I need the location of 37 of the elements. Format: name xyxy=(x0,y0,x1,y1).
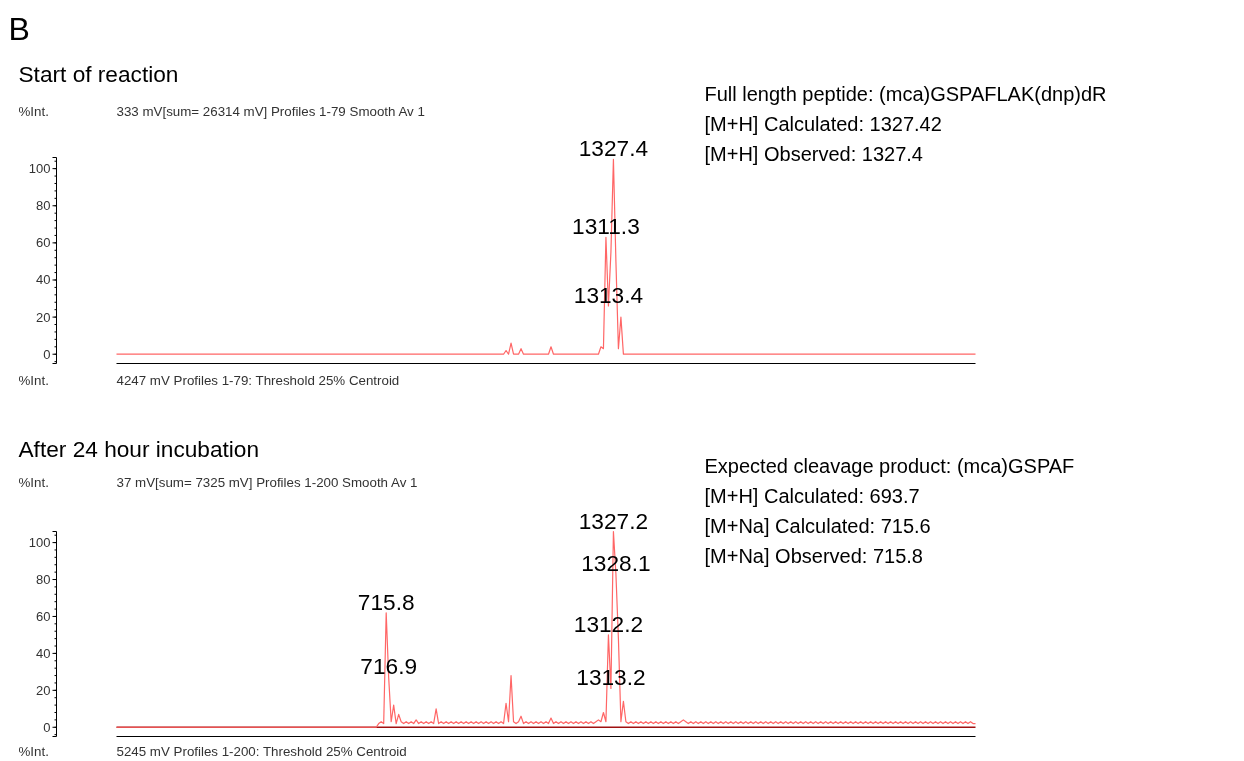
annotation: 1311.3 xyxy=(572,213,640,240)
x-axis-title: 4247 mV Profiles 1-79: Threshold 25% Centroid xyxy=(116,373,400,388)
chart-title: Start of reaction xyxy=(18,60,179,87)
y-tick-label: 80 xyxy=(36,198,51,214)
y-tick-label: 100 xyxy=(28,161,51,177)
chart-subtitle: 333 mV[sum= 26314 mV] Profiles 1-79 Smooth Av 1 xyxy=(116,104,425,119)
x-axis-title: 5245 mV Profiles 1-200: Threshold 25% Centroid xyxy=(116,744,407,759)
annotation: 1327.2 xyxy=(578,507,649,534)
y-axis-title: %Int. xyxy=(18,744,49,759)
annotation: 1328.1 xyxy=(581,549,651,576)
text: B xyxy=(8,10,30,47)
y-tick-label: 20 xyxy=(36,682,51,698)
annotation: [M+H] Observed: 1327.4 xyxy=(704,142,923,165)
annotation: [M+Na] Observed: 715.8 xyxy=(704,544,923,567)
y-tick-label: 40 xyxy=(36,272,51,288)
text: Expected cleavage product: (mca)GSPAF xyxy=(704,454,1075,477)
text: [M+H] Calculated: 693.7 xyxy=(704,484,920,507)
y-tick-label: 60 xyxy=(36,235,51,251)
y-tick-label: 80 xyxy=(36,572,51,588)
text: [M+H] Calculated: 1327.42 xyxy=(704,112,942,135)
y-tick-label: 40 xyxy=(36,645,51,661)
chart-title: After 24 hour incubation xyxy=(18,435,260,462)
annotation: [M+Na] Calculated: 715.6 xyxy=(704,514,931,537)
y-tick-label: 0 xyxy=(43,719,51,735)
y-tick-label: 60 xyxy=(36,608,51,624)
annotation: 1312.2 xyxy=(573,610,644,637)
chart-subtitle: 37 mV[sum= 7325 mV] Profiles 1-200 Smooth Av 1 xyxy=(116,475,418,490)
y-tick-label: 100 xyxy=(28,535,51,551)
y-tick-label: 0 xyxy=(43,346,51,362)
text: Full length peptide: (mca)GSPAFLAK(dnp)dR xyxy=(704,82,1107,105)
annotation: 1327.4 xyxy=(578,135,649,162)
text: %Int. xyxy=(18,475,49,490)
y-tick-label: 20 xyxy=(36,309,51,325)
annotation: 716.9 xyxy=(360,653,418,680)
y-axis-title: %Int. xyxy=(18,373,49,388)
annotation: 715.8 xyxy=(357,588,415,615)
text: %Int. xyxy=(18,104,49,119)
